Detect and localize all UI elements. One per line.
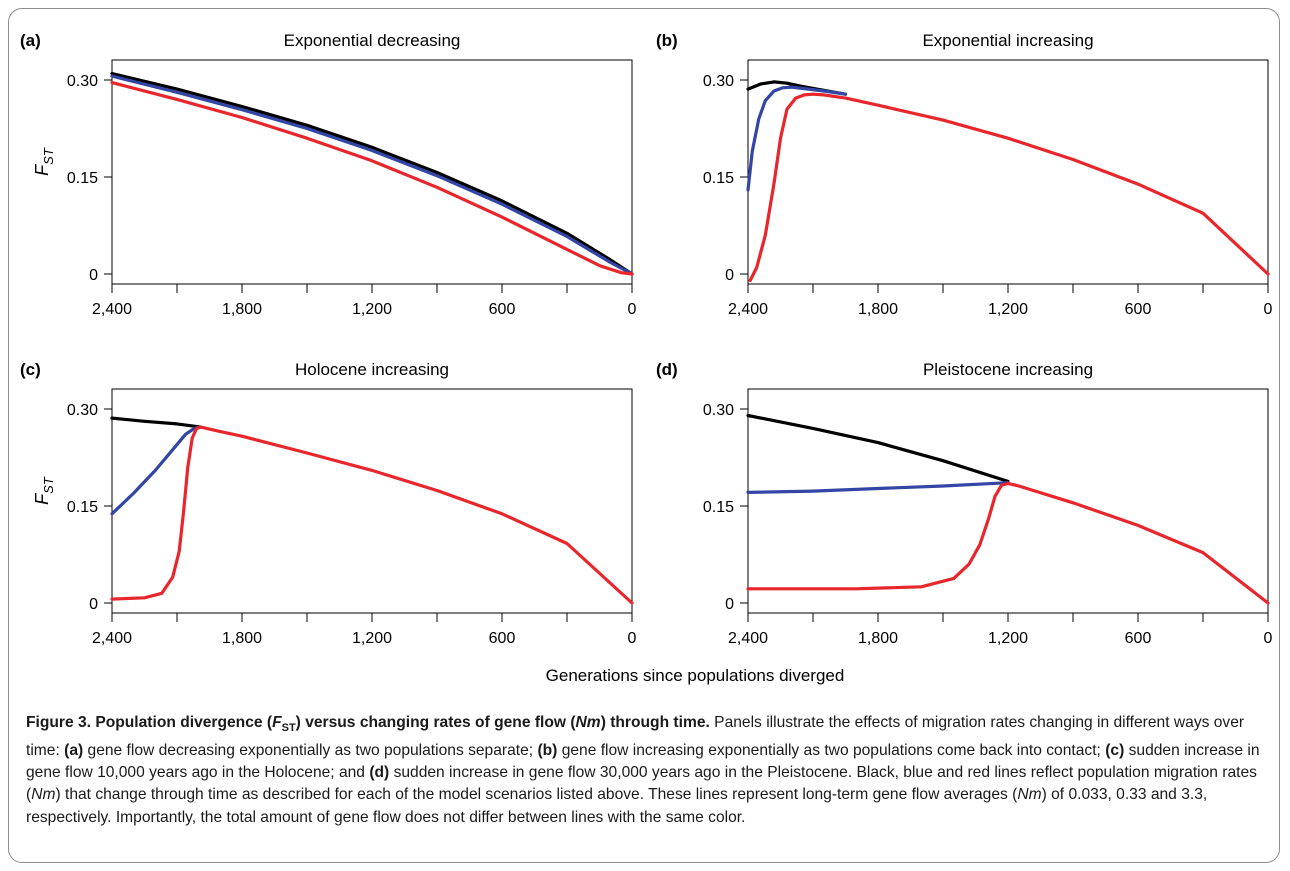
series-line-red (746, 481, 1270, 605)
y-tick-label: 0.30 (703, 73, 734, 90)
panel-label: (a) (20, 31, 41, 50)
x-tick-label: 1,200 (352, 301, 392, 318)
panel-title: Exponential decreasing (284, 31, 461, 50)
y-tick-label: 0.15 (67, 499, 98, 516)
y-tick-label: 0.30 (67, 73, 98, 90)
x-tick-label: 1,200 (988, 301, 1028, 318)
x-tick-label: 600 (489, 630, 516, 647)
series-line-blue (746, 85, 848, 192)
y-tick-label: 0 (89, 596, 98, 613)
x-tick-label: 2,400 (92, 630, 132, 647)
plot-frame (111, 388, 633, 614)
series-line-black (110, 71, 634, 276)
x-tick-label: 1,800 (222, 630, 262, 647)
figure-frame (8, 8, 1280, 863)
chart-panel-d: (d) Pleistocene increasing 0.30 0.15 0 2,400 1… (656, 360, 1273, 647)
panel-title: Exponential increasing (922, 31, 1093, 50)
series-line-blue (746, 481, 1010, 494)
x-tick-label: 0 (1264, 630, 1273, 647)
y-axis-label: FST (32, 147, 56, 176)
series-line-red (110, 81, 634, 276)
panel-label: (b) (656, 31, 678, 50)
caption-title: Figure 3. Population divergence (FST) ve… (26, 714, 710, 735)
y-tick-label: 0 (725, 596, 734, 613)
x-tick-label: 2,400 (728, 301, 768, 318)
x-tick-label: 1,200 (988, 630, 1028, 647)
panel-title: Pleistocene increasing (923, 360, 1093, 379)
y-tick-label: 0.15 (703, 170, 734, 187)
x-tick-label: 600 (489, 301, 516, 318)
common-x-axis-label: Generations since populations diverged (546, 666, 845, 685)
chart-panel-b: (b) Exponential increasing 0.30 0.15 0 2,400 1… (656, 31, 1273, 318)
y-tick-label: 0.15 (67, 170, 98, 187)
x-tick-label: 1,800 (858, 630, 898, 647)
plot-frame (747, 59, 1269, 285)
x-tick-label: 1,800 (222, 301, 262, 318)
x-tick-label: 0 (628, 301, 637, 318)
x-tick-label: 2,400 (728, 630, 768, 647)
y-tick-label: 0.30 (67, 402, 98, 419)
x-tick-label: 600 (1125, 630, 1152, 647)
x-tick-label: 0 (628, 630, 637, 647)
y-tick-label: 0 (89, 267, 98, 284)
series-line-blue (110, 425, 203, 516)
chart-panel-a: (a) Exponential decreasing 0.30 0.15 0 2,400 1… (20, 31, 637, 318)
series-line-red (748, 92, 1270, 283)
chart-panel-c: (c) Holocene increasing 0.30 0.15 0 2,400 1,80… (20, 360, 637, 647)
panel-label: (c) (20, 360, 41, 379)
figure-caption: Figure 3. Population divergence (FST) ve… (26, 714, 1260, 826)
y-axis-label: FST (32, 476, 56, 505)
series-line-blue (110, 74, 634, 276)
plot-frame (747, 388, 1269, 614)
panel-label: (d) (656, 360, 678, 379)
panel-title: Holocene increasing (295, 360, 449, 379)
x-tick-label: 0 (1264, 301, 1273, 318)
x-tick-label: 1,200 (352, 630, 392, 647)
series-line-black (746, 413, 1010, 483)
figure-canvas: Generations since populations diverged (… (20, 31, 1273, 685)
y-tick-label: 0.30 (703, 402, 734, 419)
x-tick-label: 1,800 (858, 301, 898, 318)
y-tick-label: 0 (725, 267, 734, 284)
series-line-black (110, 416, 203, 429)
y-tick-label: 0.15 (703, 499, 734, 516)
series-line-red (110, 425, 634, 605)
x-tick-label: 2,400 (92, 301, 132, 318)
x-tick-label: 600 (1125, 301, 1152, 318)
